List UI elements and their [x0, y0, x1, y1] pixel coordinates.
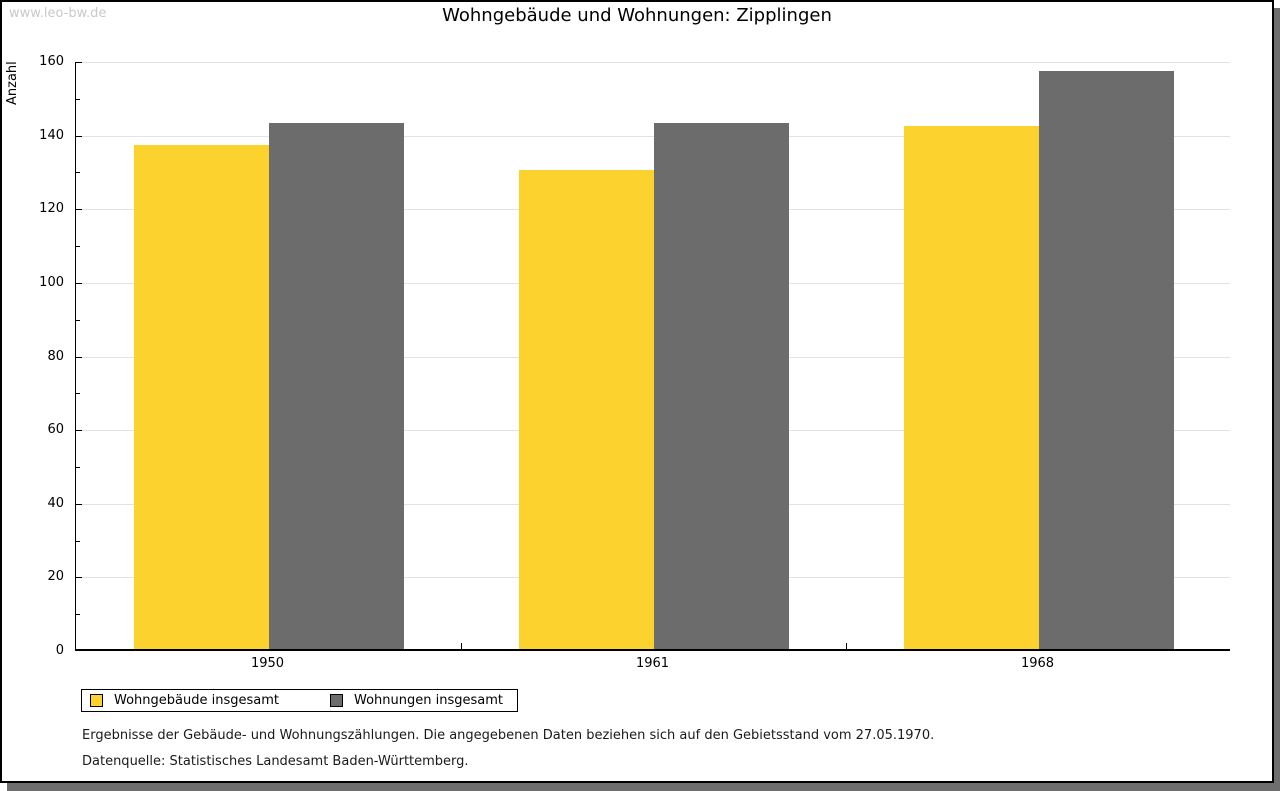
y-axis-tick-label: 20	[47, 569, 64, 585]
y-axis-tick-label: 80	[47, 348, 64, 364]
bar-1968-series-0	[903, 126, 1039, 649]
footnote-gebietsstand: Ergebnisse der Gebäude- und Wohnungszähl…	[82, 728, 935, 743]
y-axis-tick	[76, 135, 82, 137]
bar-1968-series-1	[1038, 71, 1174, 649]
y-axis-tick	[76, 319, 80, 321]
x-axis-label: 1950	[250, 656, 285, 671]
y-axis-tick	[76, 62, 82, 63]
y-axis-tick-label: 40	[47, 495, 64, 511]
bar-1961-series-1	[653, 122, 789, 649]
plot-area	[75, 62, 1230, 651]
y-axis-tick	[76, 98, 80, 100]
legend-entry-wohngebaeude: Wohngebäude insgesamt	[90, 693, 279, 708]
y-axis-tick	[76, 356, 82, 358]
legend: Wohngebäude insgesamt Wohnungen insgesam…	[81, 689, 518, 712]
legend-label: Wohnungen insgesamt	[354, 693, 503, 708]
x-axis-labels: 1950 1961 1968	[75, 656, 1230, 674]
y-axis-tick-label: 140	[39, 127, 64, 143]
y-axis-tick	[76, 209, 82, 211]
y-axis-tick	[76, 246, 80, 248]
y-axis-tick	[76, 430, 82, 432]
legend-label: Wohngebäude insgesamt	[114, 693, 279, 708]
gridline	[76, 62, 1230, 63]
y-axis-tick	[76, 466, 80, 468]
gridline	[76, 135, 1230, 137]
x-axis-label: 1961	[635, 656, 670, 671]
y-axis-labels: 0 20 40 60 80 100 120 140 160	[2, 54, 64, 658]
bar-1961-series-0	[518, 170, 654, 649]
x-axis-label: 1968	[1020, 656, 1055, 671]
bar-1950-series-0	[133, 144, 269, 649]
x-axis-tick	[461, 643, 462, 649]
legend-swatch-yellow-icon	[90, 694, 103, 707]
legend-swatch-gray-icon	[330, 694, 343, 707]
footnote-datenquelle: Datenquelle: Statistisches Landesamt Bad…	[82, 754, 469, 769]
x-axis-tick	[846, 643, 847, 649]
bar-1950-series-1	[268, 122, 404, 649]
legend-entry-wohnungen: Wohnungen insgesamt	[330, 693, 503, 708]
y-axis-tick-label: 0	[55, 643, 64, 658]
y-axis-tick	[76, 540, 80, 542]
y-axis-tick	[76, 172, 80, 174]
chart-title: Wohngebäude und Wohnungen: Zipplingen	[442, 5, 832, 26]
y-axis-tick	[76, 577, 82, 579]
y-axis-tick-label: 60	[47, 422, 64, 438]
watermark: www.leo-bw.de	[9, 6, 107, 21]
y-axis-tick	[76, 393, 80, 395]
y-axis-tick-label: 160	[39, 54, 64, 69]
y-axis-tick	[76, 614, 80, 616]
y-axis-tick	[76, 282, 82, 284]
y-axis-tick-label: 120	[39, 201, 64, 217]
y-axis-tick-label: 100	[39, 274, 64, 290]
y-axis-tick	[76, 503, 82, 505]
